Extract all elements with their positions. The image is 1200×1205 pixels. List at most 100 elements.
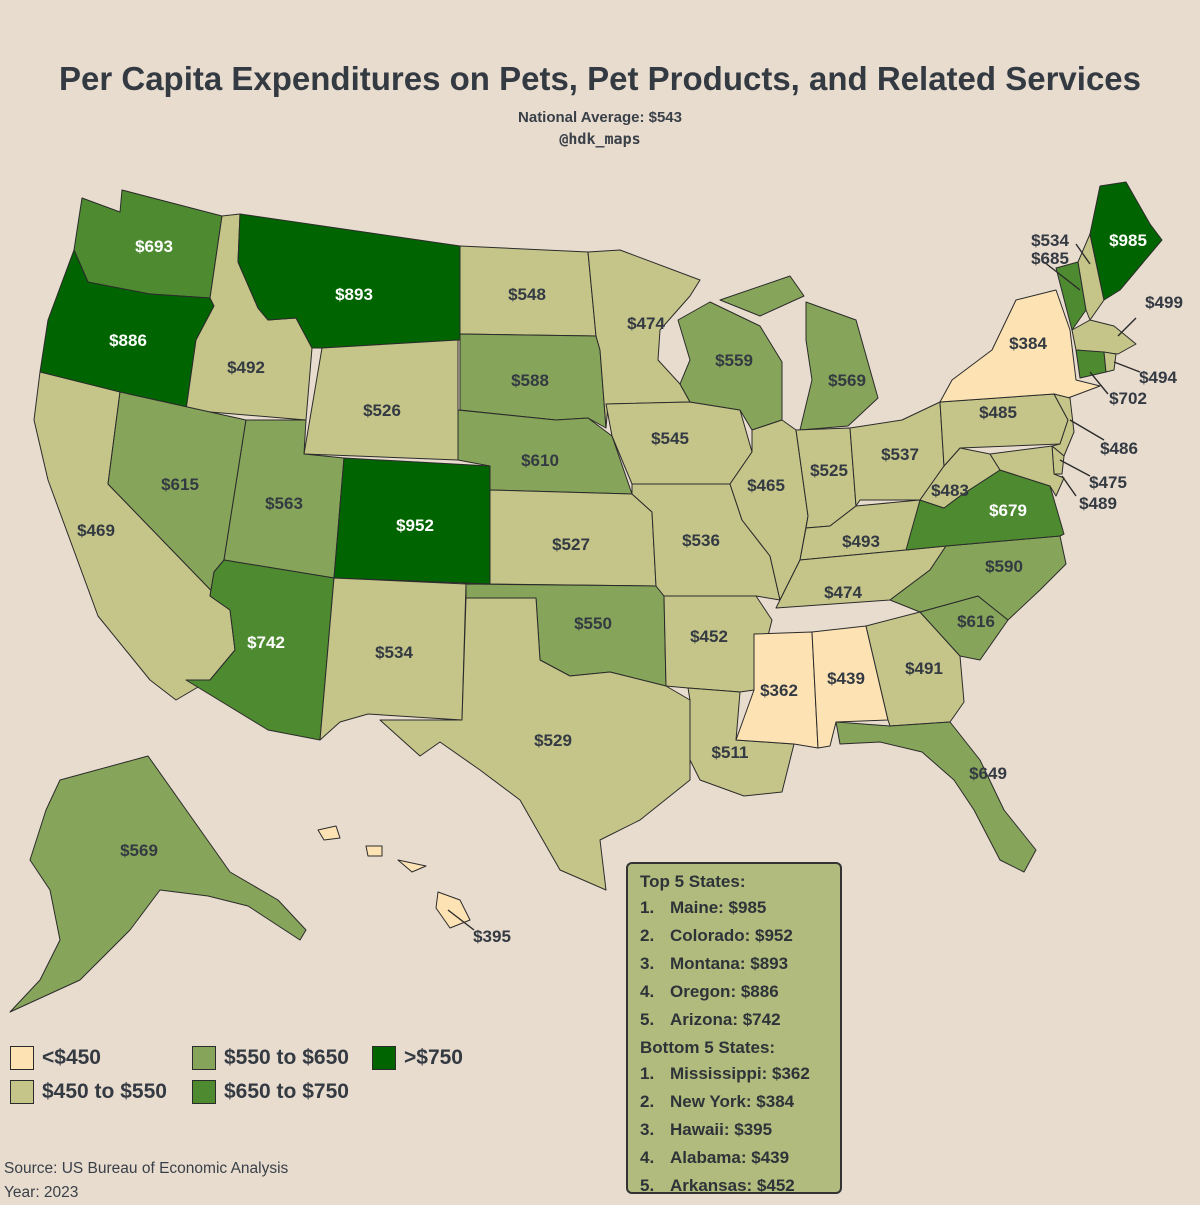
legend-label: <$450 xyxy=(42,1046,101,1069)
state-label-la: $511 xyxy=(712,743,749,762)
state-label-ga: $491 xyxy=(905,659,943,678)
state-ma xyxy=(1071,319,1137,355)
state-label-ar: $452 xyxy=(690,627,728,646)
leader-line xyxy=(1061,475,1077,497)
state-label-wv: $483 xyxy=(931,481,969,500)
state-label-ak: $569 xyxy=(120,841,158,860)
state-label-ok: $550 xyxy=(574,614,612,633)
state-label-ks: $527 xyxy=(552,535,590,554)
state-label-vt: $685 xyxy=(1031,249,1069,268)
state-hi xyxy=(317,825,471,929)
state-label-md: $489 xyxy=(1079,494,1117,513)
bottom5-row: 5. Arkansas: $452 xyxy=(640,1176,828,1196)
leader-line xyxy=(1117,317,1137,337)
top5-row: 5. Arizona: $742 xyxy=(640,1010,828,1030)
top5-row: 3. Montana: $893 xyxy=(640,954,828,974)
state-label-nh: $534 xyxy=(1031,231,1069,250)
rank-number: 5. xyxy=(640,1176,655,1195)
state-label-me: $985 xyxy=(1109,231,1147,250)
top5-heading: Top 5 States: xyxy=(640,872,746,891)
legend-label: $650 to $750 xyxy=(224,1080,349,1103)
state-label-va: $679 xyxy=(989,501,1027,520)
legend-item-450-550: $450 to $550 xyxy=(10,1080,167,1105)
state-label-mo: $536 xyxy=(682,531,720,550)
state-label-nv: $615 xyxy=(161,475,199,494)
state-label-mi: $569 xyxy=(828,371,866,390)
legend-item-550-650: $550 to $650 xyxy=(192,1046,349,1071)
legend-label: $550 to $650 xyxy=(224,1046,349,1069)
state-labels: $693 $886 $469 $492 $615 $893 $526 $563 $742 $952… xyxy=(77,231,1183,946)
state-label-ut: $563 xyxy=(265,494,303,513)
rank-number: 1. xyxy=(640,898,655,917)
national-average: National Average: $543 xyxy=(518,109,682,126)
state-ar xyxy=(663,595,773,693)
leader-line xyxy=(1089,371,1109,395)
state-ak xyxy=(9,755,307,1013)
state-label-co: $952 xyxy=(396,516,434,535)
state-label-nj: $486 xyxy=(1100,439,1138,458)
leader-line xyxy=(447,909,475,931)
top5-row: 4. Oregon: $886 xyxy=(640,982,828,1002)
legend-swatch xyxy=(10,1046,34,1071)
state-label-wi: $559 xyxy=(715,351,753,370)
source-text: Source: US Bureau of Economic Analysis xyxy=(4,1160,289,1177)
rank-text: Alabama: $439 xyxy=(670,1148,790,1167)
rank-number: 4. xyxy=(640,1148,655,1167)
state-me xyxy=(1089,181,1163,301)
leader-line xyxy=(1075,243,1091,265)
state-label-in: $525 xyxy=(810,461,848,480)
state-label-ma: $499 xyxy=(1145,293,1183,312)
state-label-al: $439 xyxy=(827,669,865,688)
state-wv xyxy=(919,447,1001,509)
state-label-oh: $537 xyxy=(881,445,919,464)
legend-item-650-750: $650 to $750 xyxy=(192,1080,349,1105)
state-label-sd: $588 xyxy=(511,371,549,390)
rank-text: Maine: $985 xyxy=(670,898,767,917)
state-label-tx: $529 xyxy=(534,731,572,750)
leader-line xyxy=(1113,361,1141,373)
leader-line xyxy=(1059,459,1091,477)
state-label-fl: $649 xyxy=(969,764,1007,783)
year-text: Year: 2023 xyxy=(4,1184,79,1201)
state-label-or: $886 xyxy=(109,331,147,350)
rank-text: Arizona: $742 xyxy=(670,1010,781,1029)
legend-item-gt750: >$750 xyxy=(372,1046,463,1071)
leader-line xyxy=(1069,419,1105,441)
legend-item-lt450: <$450 xyxy=(10,1046,101,1071)
state-label-mt: $893 xyxy=(335,285,373,304)
state-label-ky: $493 xyxy=(842,532,880,551)
state-label-nm: $534 xyxy=(375,643,413,662)
state-label-ny: $384 xyxy=(1009,334,1047,353)
state-label-wy: $526 xyxy=(363,401,401,420)
state-label-nc: $590 xyxy=(985,557,1023,576)
rank-number: 1. xyxy=(640,1064,655,1083)
state-nc xyxy=(889,535,1067,621)
legend-swatch xyxy=(192,1046,216,1071)
bottom5-heading: Bottom 5 States: xyxy=(640,1038,776,1057)
rank-text: Hawaii: $395 xyxy=(670,1120,773,1139)
state-label-ne: $610 xyxy=(521,451,559,470)
legend-label: >$750 xyxy=(404,1046,463,1069)
state-fl xyxy=(835,721,1037,873)
state-label-ia: $545 xyxy=(651,429,689,448)
state-mi xyxy=(719,275,879,431)
state-label-ca: $469 xyxy=(77,521,115,540)
bottom5-row: 4. Alabama: $439 xyxy=(640,1148,828,1168)
bottom5-row: 3. Hawaii: $395 xyxy=(640,1120,828,1140)
state-label-ms: $362 xyxy=(760,681,798,700)
rank-text: Arkansas: $452 xyxy=(670,1176,795,1195)
leader-lines xyxy=(447,243,1141,931)
map-title: Per Capita Expenditures on Pets, Pet Pro… xyxy=(58,60,1142,97)
legend-swatch xyxy=(10,1080,34,1105)
top5-row: 2. Colorado: $952 xyxy=(640,926,828,946)
top5-row: 1. Maine: $985 xyxy=(640,898,828,918)
rank-number: 5. xyxy=(640,1010,655,1029)
source-note: Source: US Bureau of Economic Analysis Y… xyxy=(4,1157,288,1205)
state-label-nd: $548 xyxy=(508,285,546,304)
rank-text: New York: $384 xyxy=(670,1092,795,1111)
leader-line xyxy=(1043,261,1081,291)
state-ny xyxy=(939,289,1101,403)
rank-text: Colorado: $952 xyxy=(670,926,793,945)
state-ri xyxy=(1103,351,1117,373)
